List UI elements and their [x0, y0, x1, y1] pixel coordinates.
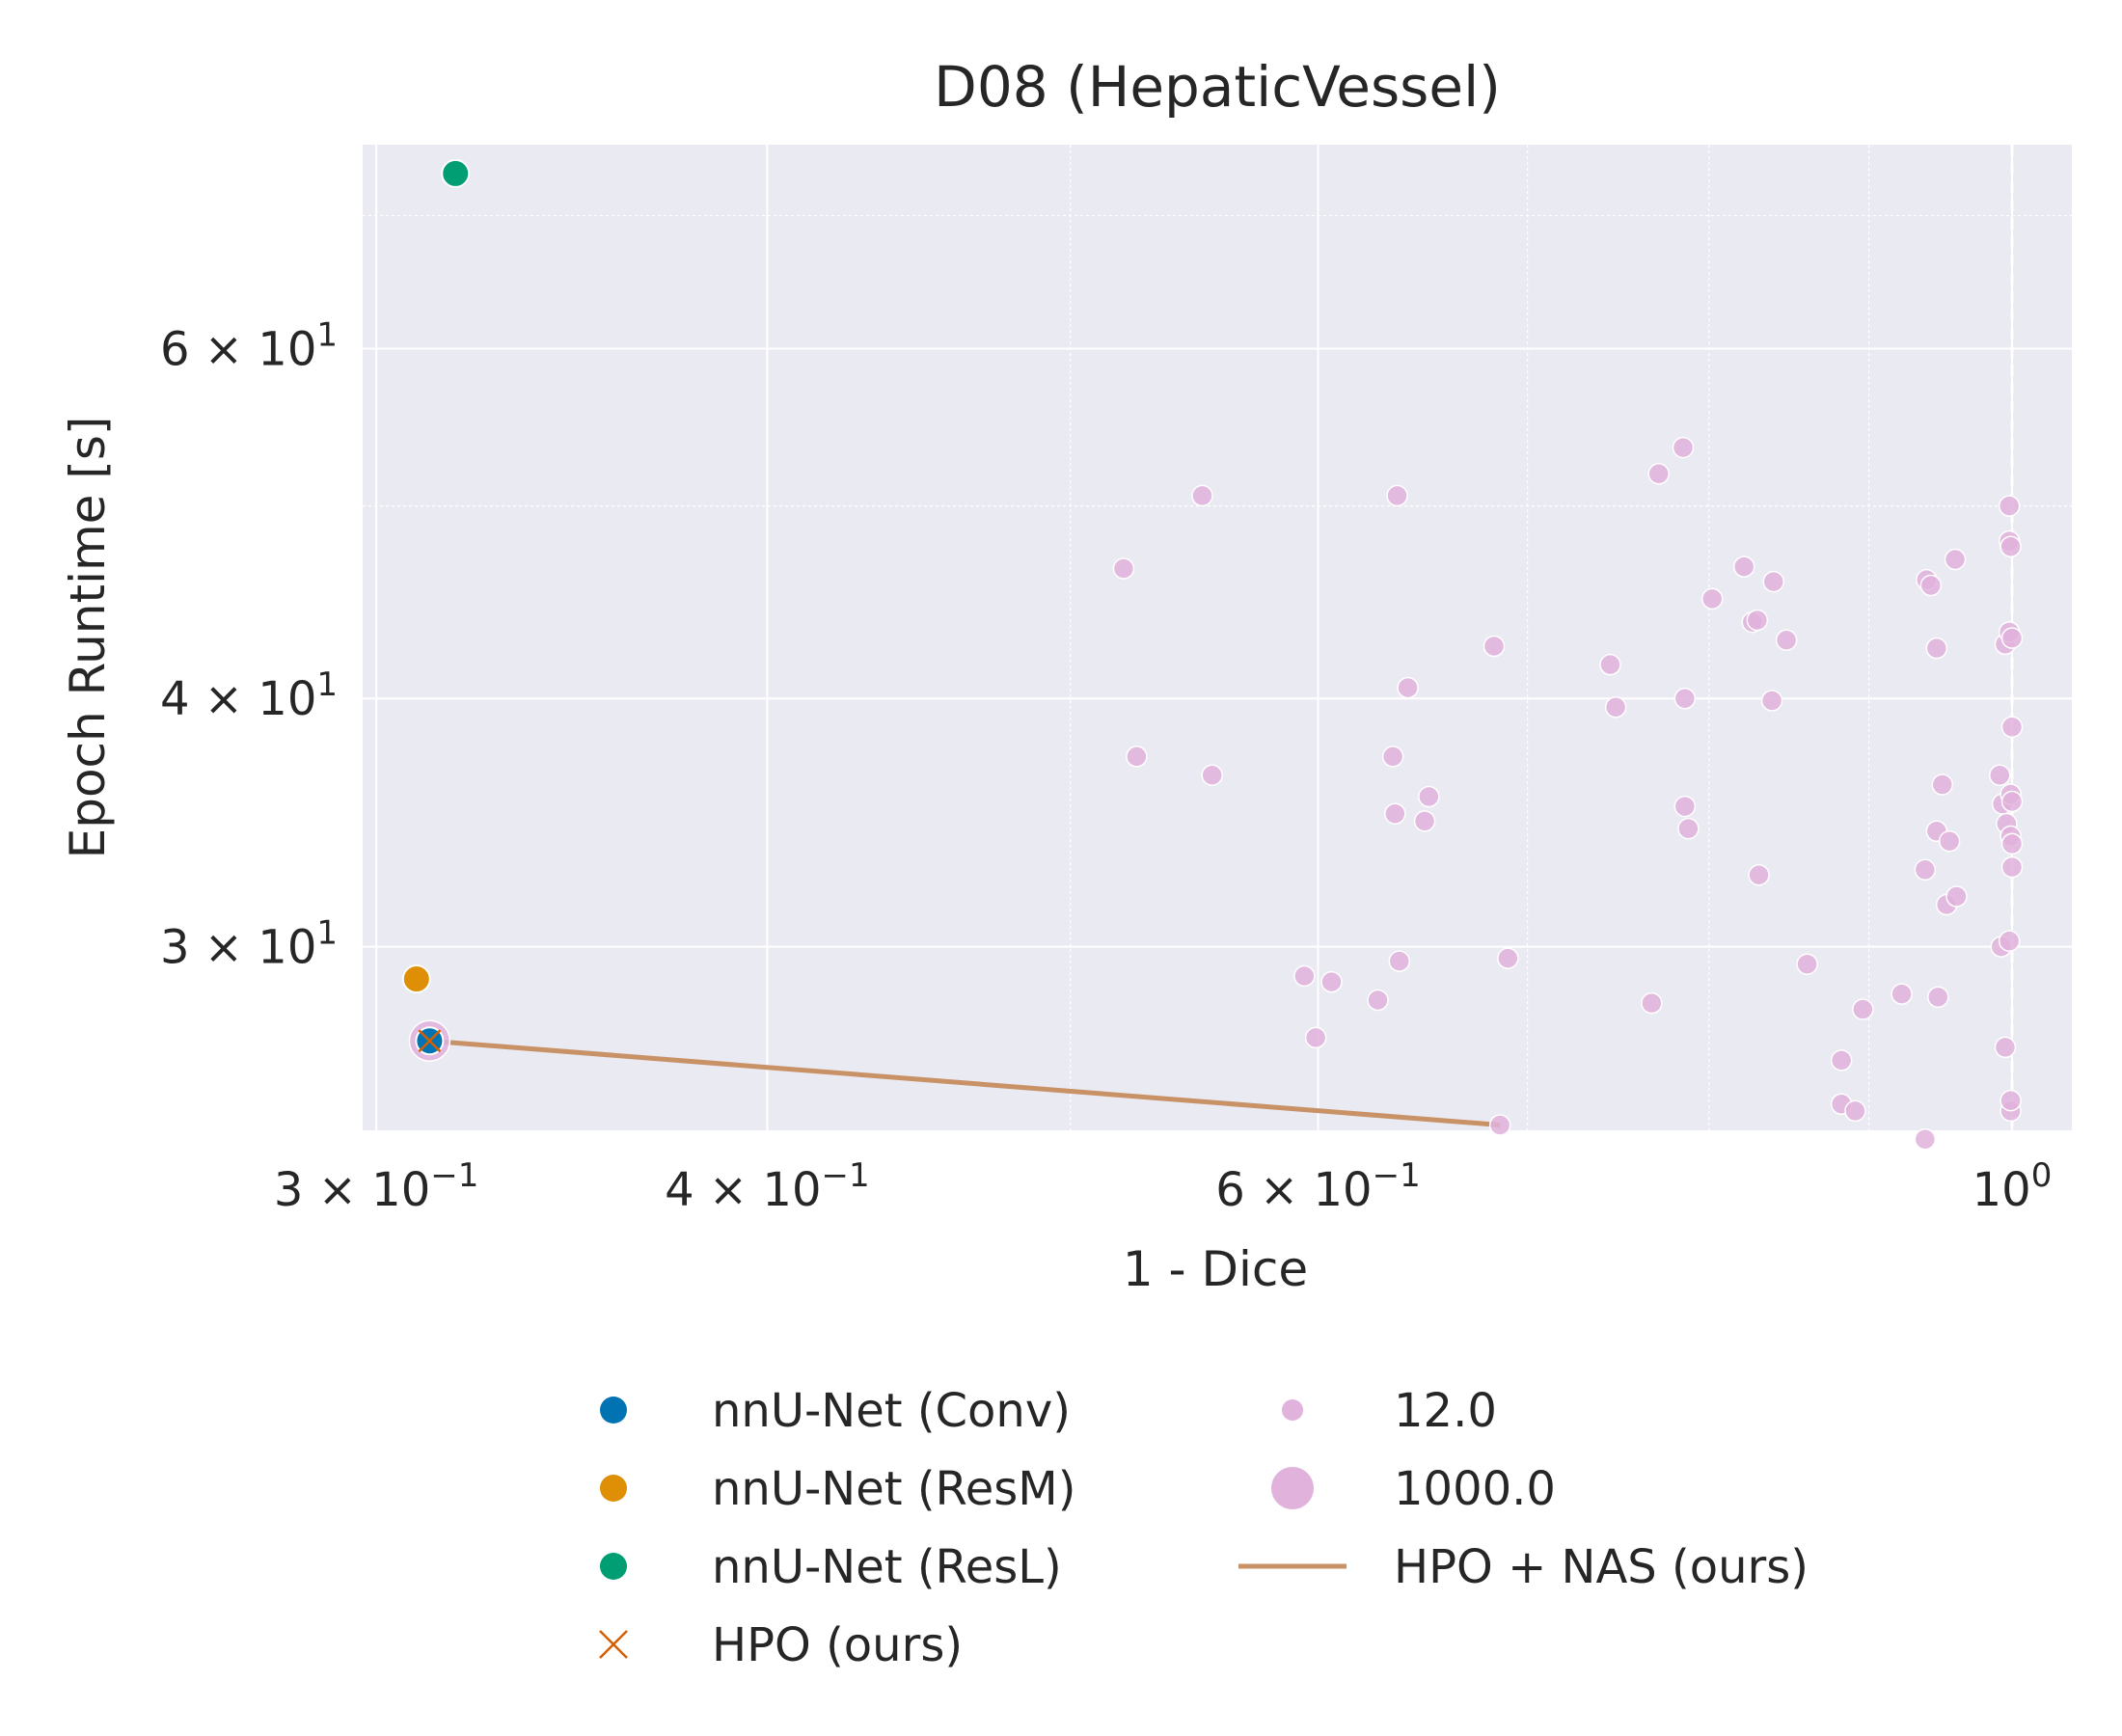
x-tick-label: 4 × 10−1: [665, 1156, 869, 1217]
nas-config-point: [1641, 991, 1663, 1015]
legend-marker: [1271, 1467, 1314, 1509]
nas-config-point: [1367, 989, 1389, 1012]
nas-config-point: [1497, 947, 1519, 969]
nas-config-point: [1112, 557, 1135, 580]
nas-config-point: [1927, 986, 1949, 1009]
x-axis-label: 1 - Dice: [1123, 1241, 1308, 1297]
x-tick-label: 3 × 10−1: [274, 1156, 478, 1217]
nas-config-point: [1891, 983, 1913, 1005]
nas-config-point: [1599, 653, 1621, 676]
legend-marker: [1282, 1399, 1303, 1421]
nas-config-point: [2000, 790, 2024, 813]
y-tick-label: 4 × 101: [160, 665, 338, 726]
plot-area: [363, 145, 2072, 1130]
nas-config-point: [1672, 436, 1695, 459]
grid-lines: [363, 145, 2072, 1130]
nas-config-point: [1775, 629, 1798, 651]
nas-config-point: [1830, 1049, 1853, 1071]
legend-label: nnU-Net (ResM): [712, 1462, 1075, 1516]
nas-config-point: [1381, 746, 1404, 768]
nas-config-point: [1320, 970, 1343, 993]
nas-config-point: [1483, 635, 1506, 658]
nas-config-point: [1931, 773, 1954, 796]
y-tick-labels: 3 × 101 4 × 101 6 × 101: [160, 315, 338, 974]
nas-config-point: [2000, 832, 2024, 855]
nas-config-point: [1925, 637, 1948, 660]
points-layer: [401, 158, 2024, 1151]
y-axis-label: Epoch Runtime [s]: [60, 417, 116, 859]
nas-config-point: [1304, 1026, 1327, 1049]
legend-marker: [600, 1475, 627, 1502]
chart-title: D08 (HepaticVessel): [934, 54, 1501, 120]
nas-config-point: [1397, 676, 1419, 699]
nas-config-point: [1388, 950, 1411, 972]
nas-config-point: [1938, 830, 1961, 853]
legend-label: 12.0: [1394, 1384, 1497, 1438]
nas-config-point: [1673, 687, 1697, 710]
nas-config-point: [1677, 817, 1700, 840]
nas-config-point: [1488, 1114, 1511, 1136]
nas-config-point: [1844, 1099, 1866, 1123]
nas-config-point: [1998, 930, 2021, 952]
nas-config-point: [1748, 864, 1770, 886]
legend: nnU-Net (Conv) nnU-Net (ResM) nnU-Net (Res…: [599, 1384, 1809, 1672]
nas-config-point: [1413, 810, 1436, 832]
nas-config-point: [1191, 484, 1213, 507]
nas-config-point: [1796, 953, 1818, 975]
nas-config-point: [1945, 885, 1968, 908]
nas-config-point: [1201, 764, 1223, 786]
legend-marker: [599, 1630, 628, 1659]
baseline-point: [401, 964, 431, 994]
line-layer: [429, 1038, 1501, 1127]
y-tick-label: 3 × 101: [160, 914, 338, 975]
nas-config-point: [1732, 556, 1755, 578]
legend-label: HPO + NAS (ours): [1394, 1540, 1809, 1594]
x-tick-label: 100: [1972, 1156, 2053, 1217]
nas-config-point: [1604, 695, 1627, 719]
hpo-nas-pareto-line: [429, 1038, 1501, 1127]
nas-config-point: [1418, 785, 1440, 808]
nas-config-point: [1386, 484, 1408, 507]
nas-config-point: [1293, 964, 1316, 988]
nas-config-point: [1760, 690, 1783, 712]
legend-label: HPO (ours): [712, 1618, 963, 1672]
nas-config-point: [1647, 462, 1670, 485]
nas-config-point: [2000, 535, 2022, 557]
nas-config-point: [1989, 764, 2011, 786]
nas-config-point: [2000, 716, 2024, 739]
nas-config-point: [1700, 587, 1724, 610]
legend-marker: [600, 1553, 627, 1580]
nas-config-point: [2000, 1089, 2022, 1112]
nas-config-point: [1746, 609, 1769, 632]
hpo-point: [418, 1029, 442, 1053]
baseline-point: [441, 158, 471, 188]
nas-config-point: [1852, 998, 1874, 1020]
nas-config-point: [1914, 858, 1937, 882]
x-tick-label: 6 × 10−1: [1215, 1156, 1420, 1217]
nas-config-point: [1914, 1128, 1937, 1151]
legend-label: 1000.0: [1394, 1462, 1556, 1516]
x-tick-labels: 3 × 10−1 4 × 10−1 6 × 10−1 100: [274, 1156, 2052, 1217]
legend-label: nnU-Net (ResL): [712, 1540, 1062, 1594]
y-tick-label: 6 × 101: [160, 315, 338, 376]
legend-marker: [600, 1397, 627, 1424]
legend-label: nnU-Net (Conv): [712, 1384, 1071, 1438]
nas-config-point: [2000, 627, 2024, 649]
nas-config-point: [1673, 795, 1697, 818]
nas-config-point: [1384, 802, 1406, 825]
nas-config-point: [2000, 855, 2024, 879]
nas-config-point: [1998, 495, 2021, 517]
nas-config-point: [1994, 1036, 2017, 1059]
nas-config-point: [1919, 574, 1943, 597]
nas-config-point: [1126, 746, 1148, 768]
nas-config-point: [1762, 570, 1784, 593]
nas-config-point: [1944, 548, 1967, 571]
